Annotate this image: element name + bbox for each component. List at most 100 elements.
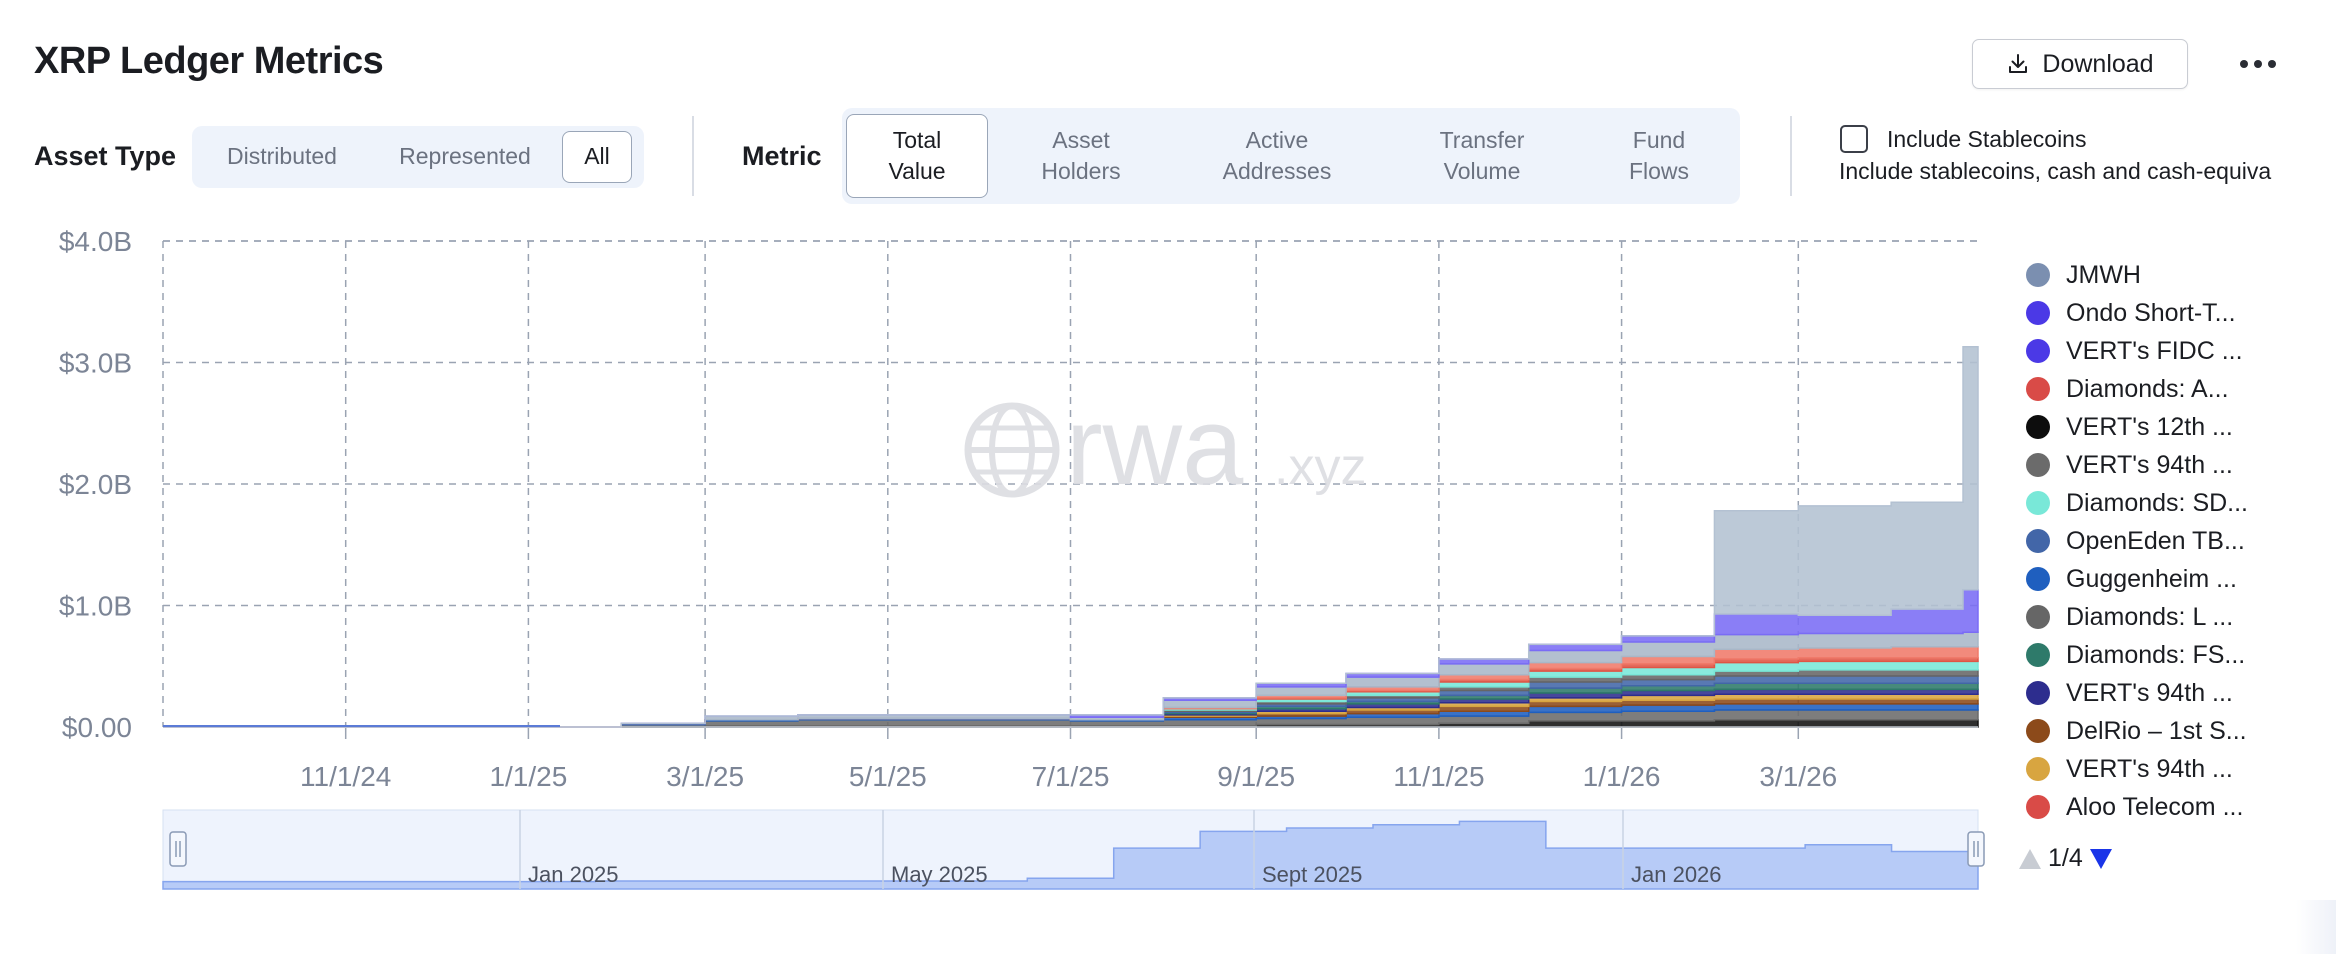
page-edge-shade (2296, 900, 2336, 954)
legend-item[interactable]: VERT's 94th ... (2026, 750, 2326, 788)
x-tick-label: 7/1/25 (1032, 761, 1110, 792)
legend-swatch (2026, 757, 2050, 781)
legend-label: VERT's 94th ... (2066, 678, 2233, 707)
legend-item[interactable]: VERT's FIDC ... (2026, 332, 2326, 370)
legend-swatch (2026, 377, 2050, 401)
include-stablecoins-checkbox[interactable] (1840, 125, 1868, 153)
navigator-left-handle[interactable] (169, 831, 187, 867)
metric-fund-flows-line1: Fund (1632, 126, 1686, 153)
y-tick-label: $3.0B (59, 348, 132, 379)
legend-page-up-icon[interactable] (2018, 848, 2042, 870)
y-tick-label: $0.00 (62, 712, 132, 743)
x-tick-label: 11/1/25 (1393, 761, 1484, 792)
legend-swatch (2026, 795, 2050, 819)
watermark-main: rwa (1066, 385, 1244, 508)
stacked-areas (163, 345, 1979, 728)
navigator-label: Sept 2025 (1262, 862, 1362, 887)
legend-item[interactable]: Guggenheim ... (2026, 560, 2326, 598)
navigator-label: May 2025 (891, 862, 988, 887)
more-options-button[interactable] (2236, 44, 2280, 84)
x-tick-label: 11/1/24 (300, 761, 391, 792)
legend-swatch (2026, 339, 2050, 363)
legend-label: OpenEden TB... (2066, 526, 2245, 555)
navigator-label: Jan 2025 (528, 862, 619, 887)
range-navigator[interactable]: Jan 2025 May 2025 Sept 2025 Jan 2026 (162, 809, 1985, 890)
legend-swatch (2026, 263, 2050, 287)
area-jmwh (163, 345, 1979, 728)
metric-asset-holders-line2: Holders (1041, 158, 1121, 184)
navigator-right-handle[interactable] (1967, 831, 1985, 867)
metric-transfer-volume-line2: Volume (1443, 158, 1521, 184)
legend-label: Ondo Short-T... (2066, 298, 2236, 327)
legend-item[interactable]: Diamonds: L ... (2026, 598, 2326, 636)
legend-label: VERT's 12th ... (2066, 412, 2233, 441)
handle-grip (1967, 831, 1985, 867)
y-tick-label: $2.0B (59, 469, 132, 500)
legend-item[interactable]: Diamonds: FS... (2026, 636, 2326, 674)
legend-item[interactable]: OpenEden TB... (2026, 522, 2326, 560)
x-tick-label: 5/1/25 (849, 761, 927, 792)
asset-type-all[interactable]: All (562, 131, 632, 183)
asset-type-label: Asset Type (34, 141, 177, 171)
legend-swatch (2026, 415, 2050, 439)
metric-toggle: Total Value Asset Holders Active Address… (842, 108, 1740, 204)
legend-label: JMWH (2066, 260, 2141, 289)
legend-item[interactable]: JMWH (2026, 256, 2326, 294)
legend-swatch (2026, 453, 2050, 477)
legend-page-indicator: 1/4 (2048, 844, 2083, 872)
x-tick-label: 3/1/26 (1759, 761, 1837, 792)
legend-item[interactable]: Ondo Short-T... (2026, 294, 2326, 332)
include-stablecoins-label[interactable]: Include Stablecoins (1887, 126, 2087, 152)
legend-label: Diamonds: SD... (2066, 488, 2249, 517)
legend-label: VERT's FIDC ... (2066, 336, 2243, 365)
legend-page-down-icon[interactable] (2089, 848, 2113, 870)
watermark-suffix: .xyz (1274, 438, 1366, 496)
legend-item[interactable]: Aloo Telecom ... (2026, 788, 2326, 826)
legend-swatch (2026, 605, 2050, 629)
watermark: rwa .xyz (964, 385, 1366, 508)
legend-item[interactable]: VERT's 12th ... (2026, 408, 2326, 446)
metric-total-value-line1: Total (892, 126, 942, 153)
legend-label: Aloo Telecom ... (2066, 792, 2244, 821)
page-title: XRP Ledger Metrics (34, 40, 384, 82)
navigator-series (162, 820, 1979, 890)
legend-item[interactable]: Diamonds: A... (2026, 370, 2326, 408)
asset-type-distributed[interactable]: Distributed (227, 143, 337, 170)
legend-item[interactable]: Diamonds: SD... (2026, 484, 2326, 522)
y-tick-label: $1.0B (59, 591, 132, 622)
legend-label: VERT's 94th ... (2066, 450, 2233, 479)
legend-swatch (2026, 719, 2050, 743)
asset-type-represented[interactable]: Represented (399, 143, 531, 170)
metric-total-value-line2: Value (888, 158, 946, 184)
metric-active-addresses-line1: Active (1245, 126, 1309, 153)
legend-swatch (2026, 567, 2050, 591)
metric-fund-flows-line2: Flows (1628, 158, 1690, 184)
chart-legend: JMWH Ondo Short-T... VERT's FIDC ... Diamon… (2026, 256, 2326, 830)
legend-label: Guggenheim ... (2066, 564, 2237, 593)
legend-item[interactable]: VERT's 94th ... (2026, 446, 2326, 484)
legend-label: Diamonds: FS... (2066, 640, 2246, 669)
legend-swatch (2026, 301, 2050, 325)
download-icon (2009, 54, 2028, 73)
metric-label: Metric (742, 141, 822, 171)
metric-transfer-volume-line1: Transfer (1439, 126, 1525, 153)
legend-item[interactable]: Diamonds: LG... (2026, 826, 2326, 830)
legend-label: DelRio – 1st S... (2066, 716, 2247, 745)
x-tick-label: 9/1/25 (1217, 761, 1295, 792)
metric-fund-flows[interactable]: Fund Flows (1584, 114, 1734, 198)
metric-active-addresses[interactable]: Active Addresses (1174, 114, 1380, 198)
metric-transfer-volume[interactable]: Transfer Volume (1380, 114, 1584, 198)
download-label: Download (2042, 49, 2154, 78)
legend-item[interactable]: VERT's 94th ... (2026, 674, 2326, 712)
include-stablecoins-description: Include stablecoins, cash and cash-equiv… (1839, 158, 2272, 184)
legend-label: Diamonds: L ... (2066, 602, 2234, 631)
legend-swatch (2026, 681, 2050, 705)
download-button[interactable]: Download (1972, 39, 2188, 89)
more-horizontal-icon (2240, 60, 2276, 68)
metric-active-addresses-line2: Addresses (1222, 158, 1332, 184)
metric-total-value[interactable]: Total Value (846, 114, 988, 198)
legend-item[interactable]: DelRio – 1st S... (2026, 712, 2326, 750)
x-tick-label: 1/1/26 (1583, 761, 1661, 792)
metric-asset-holders[interactable]: Asset Holders (988, 114, 1174, 198)
globe-icon (964, 402, 1060, 498)
